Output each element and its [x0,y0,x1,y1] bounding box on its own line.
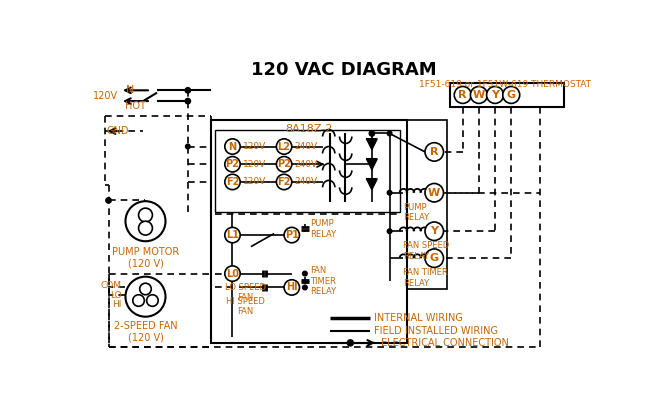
Circle shape [225,174,240,190]
Bar [386,119,448,289]
Text: 240V: 240V [294,178,317,186]
Circle shape [139,221,152,235]
Circle shape [125,201,165,241]
Text: L1: L1 [226,230,239,240]
Circle shape [284,280,299,295]
Text: INTERNAL WIRING: INTERNAL WIRING [374,313,463,323]
Circle shape [303,285,307,290]
Text: P2: P2 [226,159,239,169]
Text: LO SPEED
FAN: LO SPEED FAN [225,283,266,302]
Text: 120V: 120V [243,142,266,151]
Text: 120 VAC DIAGRAM: 120 VAC DIAGRAM [251,61,436,79]
Circle shape [225,139,240,154]
Circle shape [133,295,144,306]
Bar [211,119,407,343]
Circle shape [486,86,504,103]
Text: F2: F2 [277,177,291,187]
Circle shape [106,198,111,203]
Circle shape [277,139,291,154]
Circle shape [225,228,240,243]
Text: G: G [507,90,516,100]
Text: FAN SPEED
RELAY: FAN SPEED RELAY [403,241,450,261]
Circle shape [387,131,392,136]
Text: R: R [430,147,438,157]
Text: R: R [458,90,467,100]
Circle shape [185,88,190,93]
Circle shape [425,222,444,241]
Text: Y: Y [491,90,499,100]
Circle shape [140,283,151,295]
Circle shape [454,86,471,103]
Text: FAN TIMER
RELAY: FAN TIMER RELAY [403,268,448,287]
Circle shape [185,98,190,104]
Text: W: W [473,90,485,100]
Text: L0: L0 [226,269,239,279]
Circle shape [425,184,444,202]
Circle shape [139,208,152,222]
Circle shape [502,86,520,103]
Text: HOT: HOT [125,101,146,111]
Polygon shape [366,159,377,170]
Circle shape [303,271,307,276]
Circle shape [277,174,291,190]
Text: Y: Y [430,226,438,236]
Text: F2: F2 [226,177,239,187]
Text: P2: P2 [277,159,291,169]
Text: G: G [429,253,439,263]
Circle shape [347,340,353,346]
Text: FAN
TIMER
RELAY: FAN TIMER RELAY [310,266,336,296]
Polygon shape [366,179,377,190]
Text: W: W [428,188,440,198]
Circle shape [284,228,299,243]
Circle shape [147,295,158,306]
Text: ELECTRICAL CONNECTION: ELECTRICAL CONNECTION [381,338,509,348]
Text: 240V: 240V [294,142,317,151]
Text: 8A18Z-2: 8A18Z-2 [285,124,332,134]
Text: LO: LO [110,291,122,300]
Text: FIELD INSTALLED WIRING: FIELD INSTALLED WIRING [374,326,498,336]
Text: HI: HI [113,300,122,309]
Text: PUMP
RELAY: PUMP RELAY [403,203,429,222]
Text: 1F51-619 or 1F51W-619 THERMOSTAT: 1F51-619 or 1F51W-619 THERMOSTAT [419,80,591,88]
Circle shape [425,249,444,267]
Text: 2-SPEED FAN
(120 V): 2-SPEED FAN (120 V) [114,321,178,343]
Polygon shape [366,139,377,150]
Bar [215,129,399,212]
Circle shape [225,266,240,281]
Circle shape [186,144,190,149]
Text: N: N [125,85,134,95]
Circle shape [277,157,291,172]
Circle shape [425,143,444,161]
Text: 120V: 120V [243,160,266,169]
Text: COM: COM [100,281,122,290]
Circle shape [369,131,375,136]
Text: PUMP MOTOR
(120 V): PUMP MOTOR (120 V) [112,247,179,268]
Text: P1: P1 [285,230,299,240]
Circle shape [470,86,487,103]
Bar [450,83,563,107]
Text: L2: L2 [277,142,291,152]
Text: 120V: 120V [243,178,266,186]
Circle shape [387,190,392,195]
Text: 120V: 120V [93,91,118,101]
Text: HI: HI [286,282,297,292]
Text: GND: GND [107,126,129,136]
Text: N: N [228,142,237,152]
Circle shape [125,277,165,317]
Text: HI SPEED
FAN: HI SPEED FAN [226,297,265,316]
Text: PUMP
RELAY: PUMP RELAY [310,219,336,238]
Circle shape [225,157,240,172]
Circle shape [387,229,392,233]
Text: 240V: 240V [294,160,317,169]
